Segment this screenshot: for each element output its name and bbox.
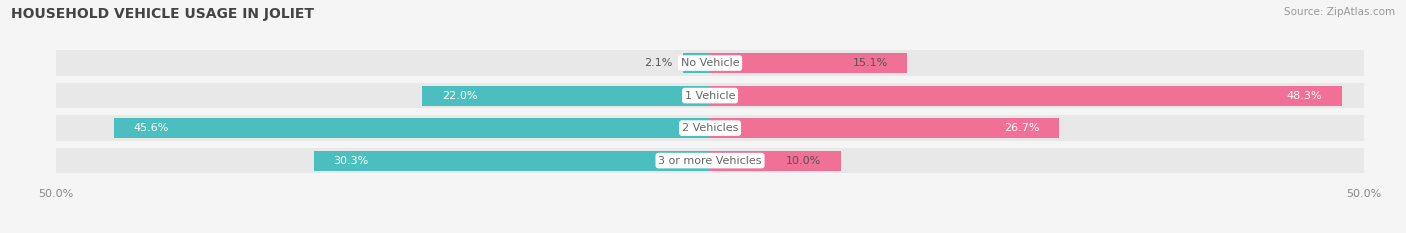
Bar (710, 86, 1341, 106)
Bar (710, 151, 841, 171)
Text: 10.0%: 10.0% (786, 156, 821, 166)
Text: 2 Vehicles: 2 Vehicles (682, 123, 738, 133)
Bar (422, 86, 710, 106)
Text: 2.1%: 2.1% (644, 58, 672, 68)
Bar (710, 118, 1059, 138)
Legend: Owner-occupied, Renter-occupied: Owner-occupied, Renter-occupied (593, 230, 827, 233)
Bar (56, 50, 1364, 76)
Bar (56, 83, 1364, 108)
Bar (314, 151, 710, 171)
Text: 48.3%: 48.3% (1286, 91, 1322, 101)
Bar (682, 53, 710, 73)
Bar (710, 53, 907, 73)
Text: 45.6%: 45.6% (134, 123, 169, 133)
Bar (56, 148, 1364, 173)
Text: 30.3%: 30.3% (333, 156, 368, 166)
Text: No Vehicle: No Vehicle (681, 58, 740, 68)
Text: HOUSEHOLD VEHICLE USAGE IN JOLIET: HOUSEHOLD VEHICLE USAGE IN JOLIET (11, 7, 315, 21)
Text: 15.1%: 15.1% (852, 58, 887, 68)
Text: 22.0%: 22.0% (441, 91, 478, 101)
Text: 1 Vehicle: 1 Vehicle (685, 91, 735, 101)
Bar (114, 118, 710, 138)
Text: Source: ZipAtlas.com: Source: ZipAtlas.com (1284, 7, 1395, 17)
Text: 3 or more Vehicles: 3 or more Vehicles (658, 156, 762, 166)
Text: 26.7%: 26.7% (1004, 123, 1039, 133)
Bar (56, 115, 1364, 141)
